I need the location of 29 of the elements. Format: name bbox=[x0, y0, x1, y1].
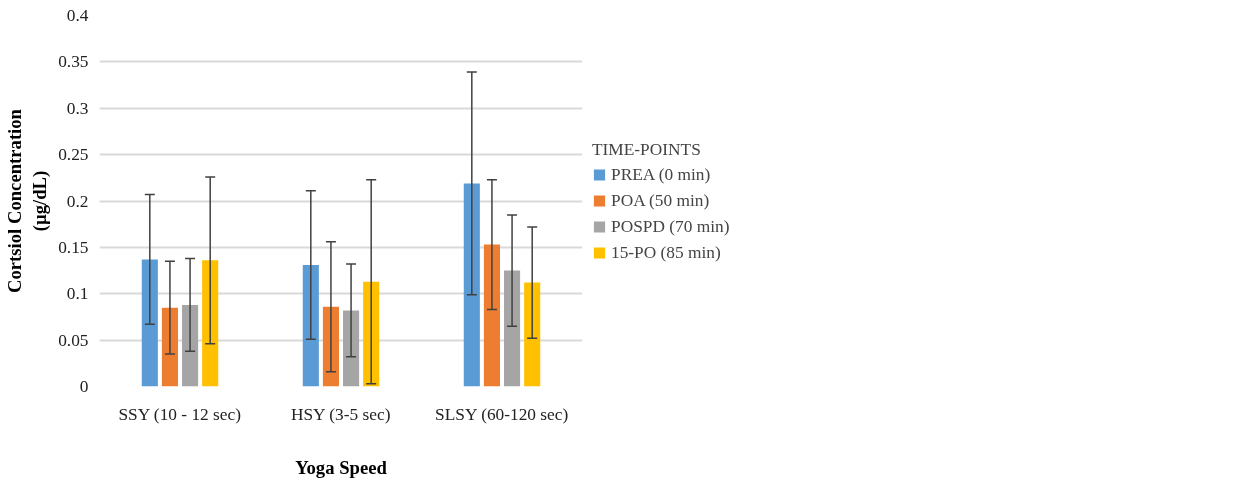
y-axis-title: Cortsiol Concentration (µg/dL) bbox=[3, 108, 52, 293]
legend-label: 15-PO (85 min) bbox=[611, 242, 721, 262]
bar bbox=[343, 310, 360, 387]
legend-label: POSPD (70 min) bbox=[611, 216, 730, 236]
y-tick-label: 0.35 bbox=[58, 52, 89, 72]
y-tick-label: 0 bbox=[79, 377, 89, 396]
bar bbox=[463, 183, 480, 387]
legend-label: PREA (0 min) bbox=[611, 164, 711, 184]
legend-title: TIME-POINTS bbox=[592, 139, 702, 159]
legend-label: POA (50 min) bbox=[611, 190, 710, 210]
x-tick-label: SSY (10 - 12 sec) bbox=[118, 404, 242, 424]
y-tick-label: 0.15 bbox=[58, 237, 89, 257]
bar bbox=[302, 265, 319, 387]
y-tick-label: 0.1 bbox=[66, 284, 89, 304]
bar bbox=[524, 282, 541, 387]
bar bbox=[202, 260, 219, 387]
bar bbox=[504, 270, 521, 387]
x-tick-label: HSY (3-5 sec) bbox=[290, 404, 391, 424]
y-tick-label: 0.05 bbox=[58, 330, 89, 350]
y-tick-label: 0.2 bbox=[66, 191, 89, 211]
y-tick-label: 0.25 bbox=[58, 145, 89, 165]
bar bbox=[483, 244, 500, 387]
x-axis-title: Yoga Speed bbox=[295, 456, 388, 478]
x-tick-label: SLSY (60-120 sec) bbox=[435, 404, 569, 424]
bar bbox=[182, 304, 199, 387]
bar bbox=[141, 259, 158, 387]
y-tick-label: 0.4 bbox=[66, 6, 89, 25]
y-tick-label: 0.3 bbox=[66, 98, 89, 118]
bar bbox=[161, 307, 178, 387]
